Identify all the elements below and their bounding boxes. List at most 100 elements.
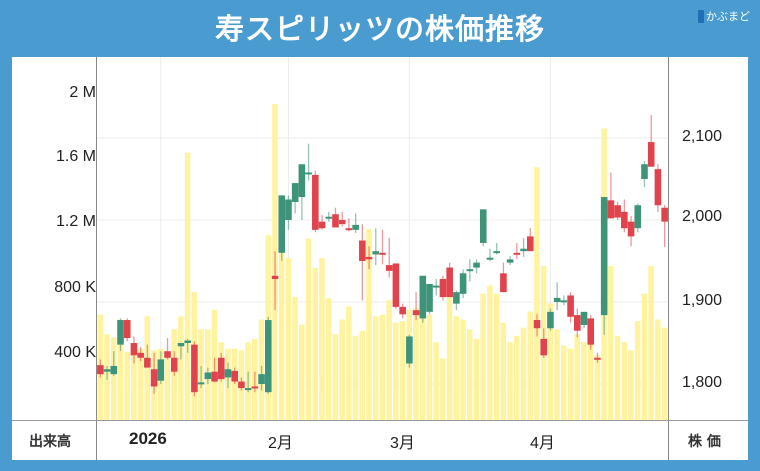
candle-up	[291, 183, 299, 202]
candle-up	[184, 340, 191, 343]
candle-up	[177, 343, 185, 347]
volume-bar	[157, 348, 164, 420]
volume-bar	[319, 258, 325, 420]
candle-up	[298, 164, 306, 198]
volume-bar	[453, 316, 460, 420]
candle-up	[479, 209, 487, 243]
candle-down	[533, 320, 541, 329]
x-tick-feb: 2月	[268, 435, 293, 452]
volume-bar	[641, 293, 648, 420]
volume-bar	[648, 266, 654, 420]
volume-bar	[574, 334, 580, 420]
volume-tick: 1.6 M	[55, 148, 96, 165]
volume-tick: 2 M	[69, 84, 96, 101]
page-title: 寿スピリッツの株価推移	[214, 12, 545, 46]
volume-bar	[594, 355, 601, 420]
candle-down	[144, 357, 151, 368]
candle-down	[412, 310, 420, 316]
volume-bar	[487, 285, 493, 420]
candle-down	[211, 371, 218, 382]
volume-bar	[587, 335, 594, 420]
candle-up	[224, 369, 232, 378]
price-tick: 1,900	[682, 292, 723, 309]
candle-up	[547, 311, 554, 329]
candle-down	[164, 351, 171, 358]
volume-bar	[184, 152, 191, 420]
candle-down	[150, 369, 158, 387]
volume-bar	[621, 342, 627, 420]
candle-down	[574, 315, 581, 331]
volume-bar	[500, 322, 507, 420]
volume-bar	[372, 316, 379, 420]
candle-down	[627, 221, 635, 237]
volume-bar	[386, 300, 392, 420]
candlestick-plot	[97, 57, 668, 420]
volume-bar	[634, 321, 641, 420]
candle-down	[661, 207, 668, 222]
candle-up	[117, 320, 124, 345]
x-tick-apr: 4月	[530, 435, 555, 452]
volume-bar	[446, 288, 453, 420]
volume-bar	[473, 339, 480, 420]
volume-bar	[110, 337, 117, 420]
volume-tick: 800 K	[54, 279, 96, 296]
candle-up	[204, 372, 212, 380]
brand-logo: かぶまど	[698, 8, 750, 24]
volume-bar	[231, 348, 238, 420]
volume-bar	[124, 351, 130, 420]
candle-down	[621, 211, 628, 229]
volume-bar	[561, 345, 567, 420]
volume-bar	[547, 303, 554, 420]
candle-down	[251, 386, 259, 389]
volume-bar	[144, 316, 151, 420]
volume-bar	[352, 335, 359, 420]
book-icon	[698, 9, 704, 23]
volume-bar	[527, 311, 533, 420]
candle-up	[278, 195, 286, 253]
candle-down	[217, 357, 225, 380]
volume-bar	[399, 321, 406, 420]
candle-down	[446, 267, 453, 298]
price-tick: 1,800	[682, 374, 723, 391]
x-tick-mar: 3月	[390, 435, 415, 452]
candle-up	[553, 297, 561, 302]
volume-bar	[278, 228, 285, 420]
volume-bar	[137, 348, 144, 420]
volume-bar	[567, 348, 574, 420]
candle-down	[338, 220, 346, 225]
candle-down	[392, 263, 400, 307]
x-tick-year: 2026	[129, 429, 167, 448]
volume-bar	[413, 308, 419, 420]
candle-up	[486, 257, 494, 260]
volume-bar	[581, 342, 587, 420]
candle-down	[587, 318, 595, 345]
left-axis-line	[96, 57, 97, 460]
volume-bar	[359, 330, 366, 420]
candle-up	[466, 269, 474, 272]
volume-bar	[332, 334, 339, 420]
candle-down	[312, 174, 319, 230]
candle-down	[385, 265, 393, 271]
volume-bar	[393, 322, 399, 420]
volume-bar	[419, 308, 426, 420]
candle-up	[580, 311, 588, 325]
candle-down	[399, 306, 406, 315]
volume-bar	[312, 267, 318, 420]
candle-down	[594, 357, 601, 360]
candle-down	[97, 365, 104, 375]
volume-bar	[433, 342, 439, 420]
candle-down	[513, 252, 521, 255]
candle-down	[231, 370, 239, 382]
x-axis-line	[12, 420, 748, 421]
volume-bar	[480, 293, 486, 420]
volume-bar	[131, 348, 137, 420]
candle-up	[244, 388, 252, 391]
candle-up	[560, 300, 568, 303]
candle-up	[432, 285, 440, 288]
candle-up	[634, 205, 642, 229]
volume-bar	[339, 319, 345, 420]
candle-down	[540, 338, 548, 356]
volume-bar	[117, 319, 124, 420]
volume-bar	[655, 319, 661, 420]
candle-up	[352, 224, 359, 230]
